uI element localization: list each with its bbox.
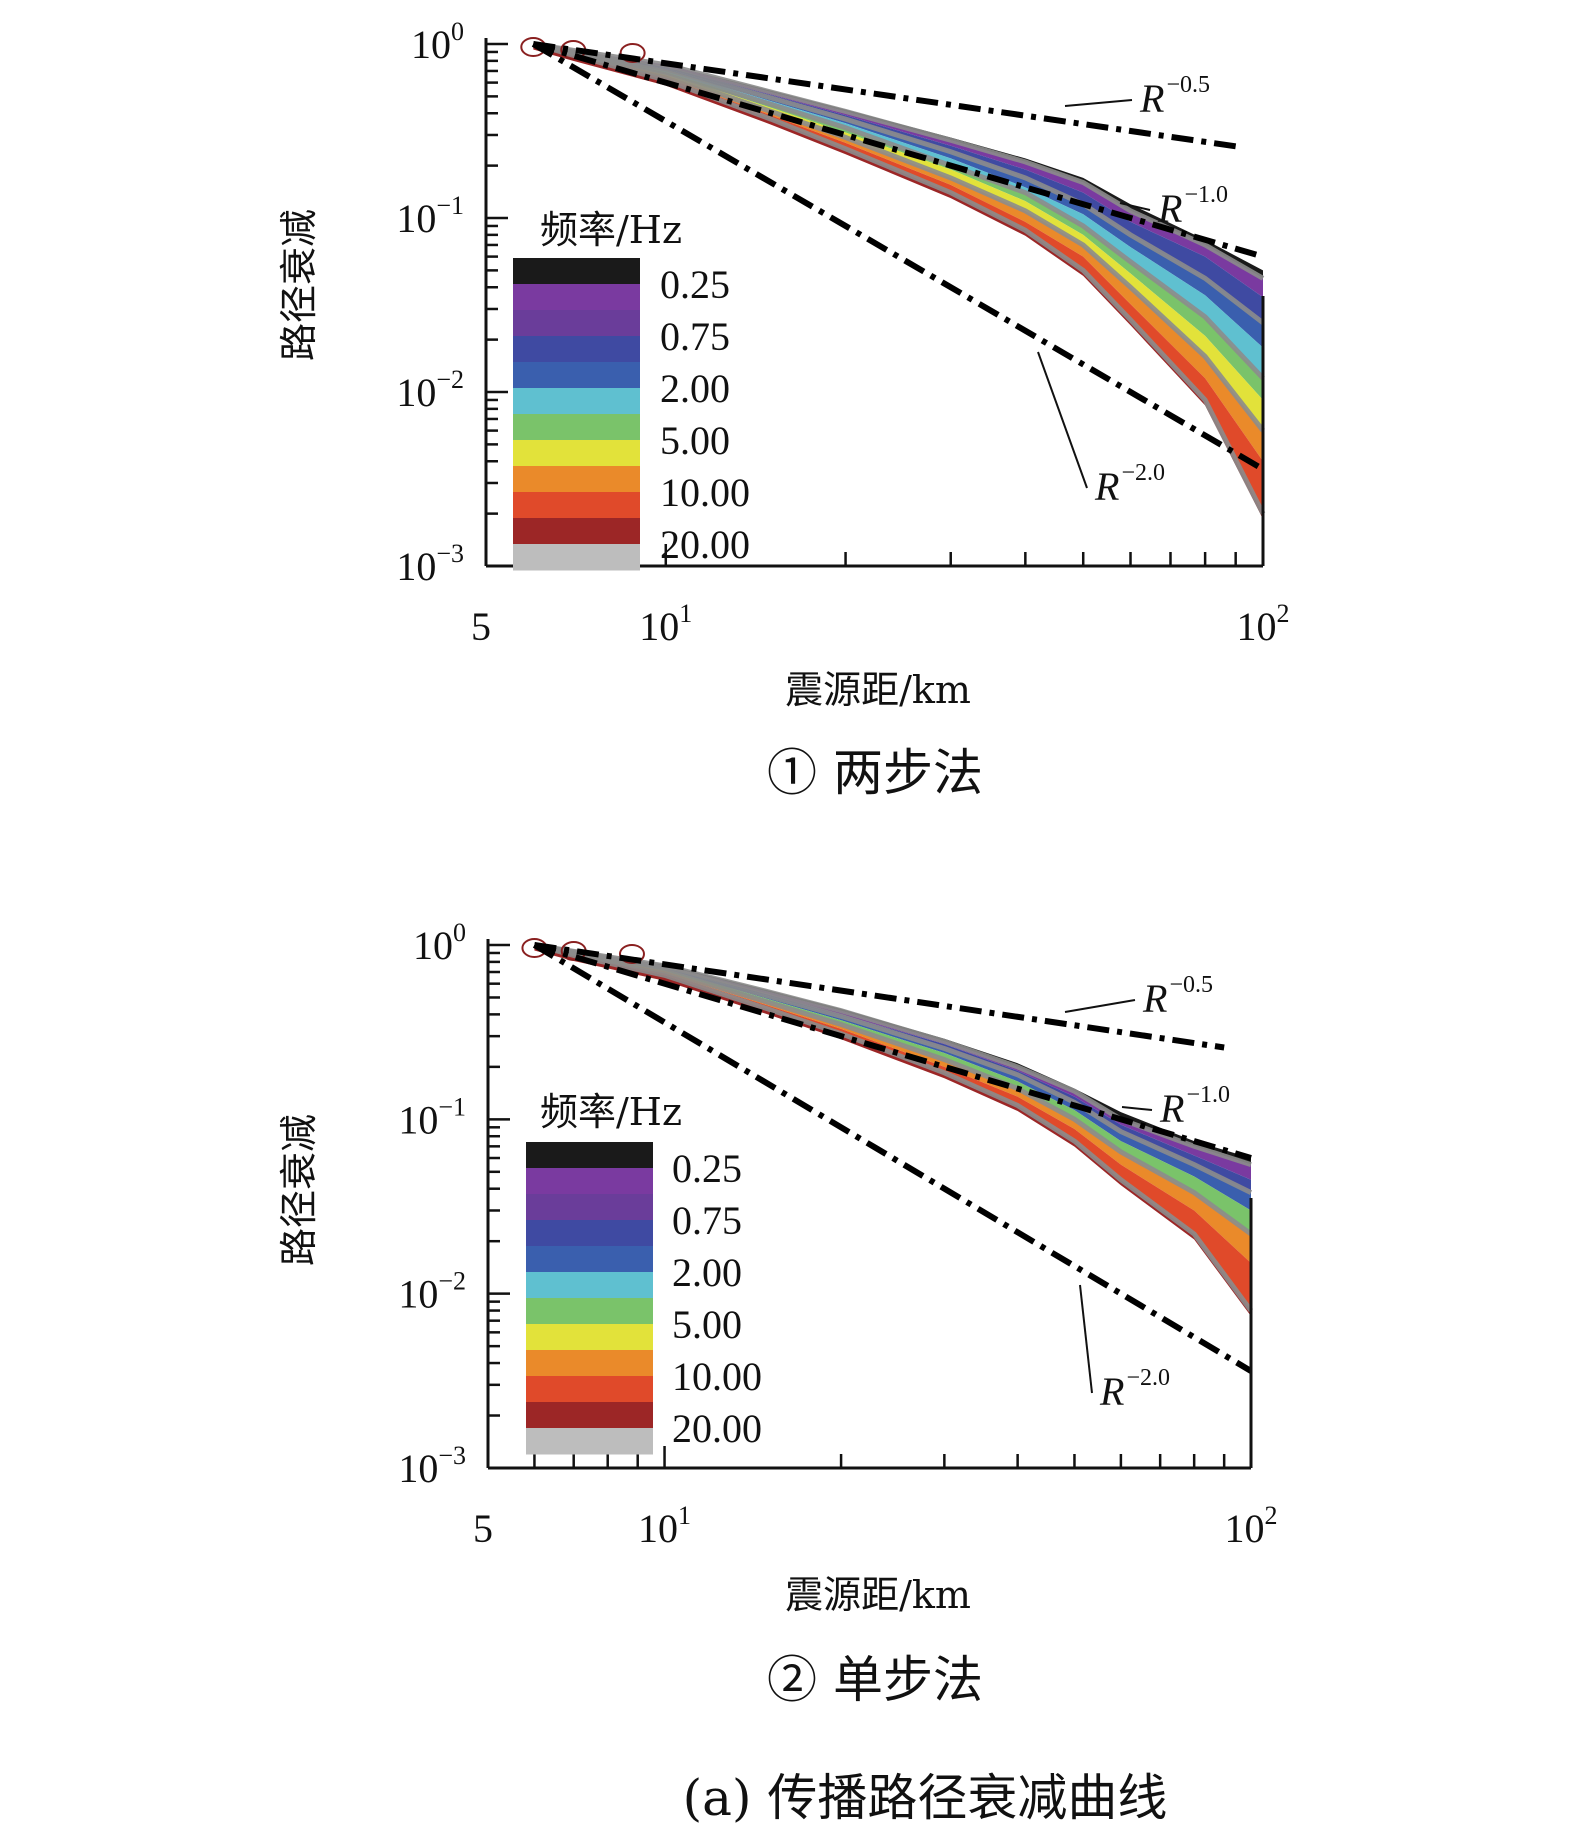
start-marker (618, 944, 645, 964)
legend-swatch-f1.00 (526, 1220, 653, 1247)
legend-swatch-f0.50 (513, 284, 640, 311)
legend-swatch-f5.00 (526, 1298, 653, 1325)
axes: 100 10−1 10−2 10−35 101 102 (396, 17, 1289, 649)
y-axis-title: 路径衰减 (277, 1114, 321, 1266)
legend-label: 2.00 (672, 1250, 742, 1295)
x-tick-label: 101 (638, 1501, 691, 1551)
legend-swatch-f5.00 (513, 414, 640, 441)
legend-label: 0.25 (660, 262, 730, 307)
legend-swatch-f3.00 (513, 388, 640, 415)
reference-label: R−1.0 (1159, 1082, 1230, 1131)
x-tick-label: 5 (471, 604, 491, 649)
legend-swatch-f0.25 (526, 1142, 653, 1169)
x-tick-label: 102 (1225, 1501, 1278, 1551)
y-axis-title: 路径衰减 (277, 209, 321, 361)
series-line-f20.00 (533, 942, 1254, 1313)
y-tick-label: 10−2 (396, 365, 464, 415)
legend-swatch-f0.25 (513, 258, 640, 285)
legend-swatch-f7.00 (526, 1324, 653, 1351)
reference-line-rneg0.5 (533, 942, 1225, 1051)
legend: 频率/Hz 0.25 0.75 2.00 5.00 10.00 20.00 (513, 208, 750, 571)
legend-swatch-f25.00 (526, 1428, 653, 1455)
legend-label: 2.00 (660, 366, 730, 411)
legend-swatch-f2.00 (513, 362, 640, 389)
legend-label: 0.75 (660, 314, 730, 359)
panel-caption: ① 两步法 (767, 744, 983, 802)
legend-title: 频率/Hz (540, 208, 682, 252)
legend-swatch-f1.00 (513, 336, 640, 363)
y-tick-label: 10−1 (396, 191, 464, 241)
legend-swatch-f0.75 (526, 1194, 653, 1221)
legend-label: 0.25 (672, 1146, 742, 1191)
reference-leader (1064, 99, 1133, 107)
y-tick-label: 10−3 (398, 1441, 466, 1491)
reference-label: R−2.0 (1094, 460, 1165, 509)
figure-caption: (a) 传播路径衰减曲线 (683, 1769, 1168, 1827)
reference-leader (1037, 351, 1088, 489)
legend-title: 频率/Hz (540, 1090, 682, 1134)
legend-swatch-f7.00 (513, 440, 640, 467)
y-tick-label: 100 (411, 17, 464, 67)
reference-line-labels: R−0.5 R−1.0 R−2.0 (1064, 972, 1230, 1414)
legend-swatch-f0.75 (513, 310, 640, 337)
x-axis-title: 震源距/km (785, 668, 971, 712)
reference-leader (1064, 999, 1136, 1013)
y-tick-label: 10−2 (398, 1267, 466, 1317)
y-tick-label: 10−1 (398, 1092, 466, 1142)
legend-label: 0.75 (672, 1198, 742, 1243)
legend-swatch-f2.00 (526, 1246, 653, 1273)
reference-label: R−0.5 (1142, 972, 1213, 1021)
legend: 频率/Hz 0.25 0.75 2.00 5.00 10.00 20.00 (526, 1090, 762, 1455)
reference-leader (1121, 1106, 1153, 1111)
reference-leader (1119, 202, 1151, 211)
reference-line-rneg1.0 (532, 41, 1264, 260)
series-line-f10.00 (533, 942, 1253, 1237)
legend-swatch-f3.00 (526, 1272, 653, 1299)
start-marker (619, 43, 646, 63)
reference-label: R−0.5 (1139, 72, 1210, 121)
reference-leader (1079, 1284, 1093, 1394)
chart-panel-one-step: R−0.5 R−1.0 R−2.0 100 10−1 10−2 10−35 101 102 频… (277, 918, 1278, 1709)
y-tick-label: 100 (413, 918, 466, 968)
reference-lines (532, 942, 1253, 1374)
x-axis-title: 震源距/km (785, 1573, 971, 1617)
legend-label: 10.00 (660, 470, 750, 515)
x-tick-label: 101 (639, 599, 692, 649)
legend-swatch-f25.00 (513, 544, 640, 571)
legend-label: 5.00 (660, 418, 730, 463)
panel-caption: ② 单步法 (767, 1651, 983, 1709)
x-tick-label: 102 (1237, 599, 1290, 649)
axes: 100 10−1 10−2 10−35 101 102 (398, 918, 1277, 1551)
reference-label: R−1.0 (1157, 182, 1228, 231)
legend-swatch-f10.00 (526, 1350, 653, 1377)
legend-swatch-f15.00 (513, 492, 640, 519)
legend-label: 10.00 (672, 1354, 762, 1399)
legend-label: 20.00 (660, 522, 750, 567)
legend-label: 5.00 (672, 1302, 742, 1347)
series-line-f10.00 (532, 41, 1265, 433)
reference-line-rneg2.0 (532, 942, 1253, 1374)
chart-panel-two-step: R−0.5 R−1.0 R−2.0 100 10−1 10−2 10−35 101 102 频… (277, 17, 1290, 802)
reference-line-rneg1.0 (533, 942, 1252, 1161)
legend-swatch-f15.00 (526, 1376, 653, 1403)
y-tick-label: 10−3 (396, 539, 464, 589)
legend-label: 20.00 (672, 1406, 762, 1451)
reference-line-rneg2.0 (531, 41, 1265, 472)
legend-swatch-f20.00 (526, 1402, 653, 1429)
legend-swatch-f10.00 (513, 466, 640, 493)
reference-label: R−2.0 (1099, 1365, 1170, 1414)
legend-swatch-f20.00 (513, 518, 640, 545)
reference-lines (531, 41, 1265, 472)
x-tick-label: 5 (473, 1506, 493, 1551)
legend-swatch-f0.50 (526, 1168, 653, 1195)
reference-line-rneg0.5 (532, 41, 1237, 150)
